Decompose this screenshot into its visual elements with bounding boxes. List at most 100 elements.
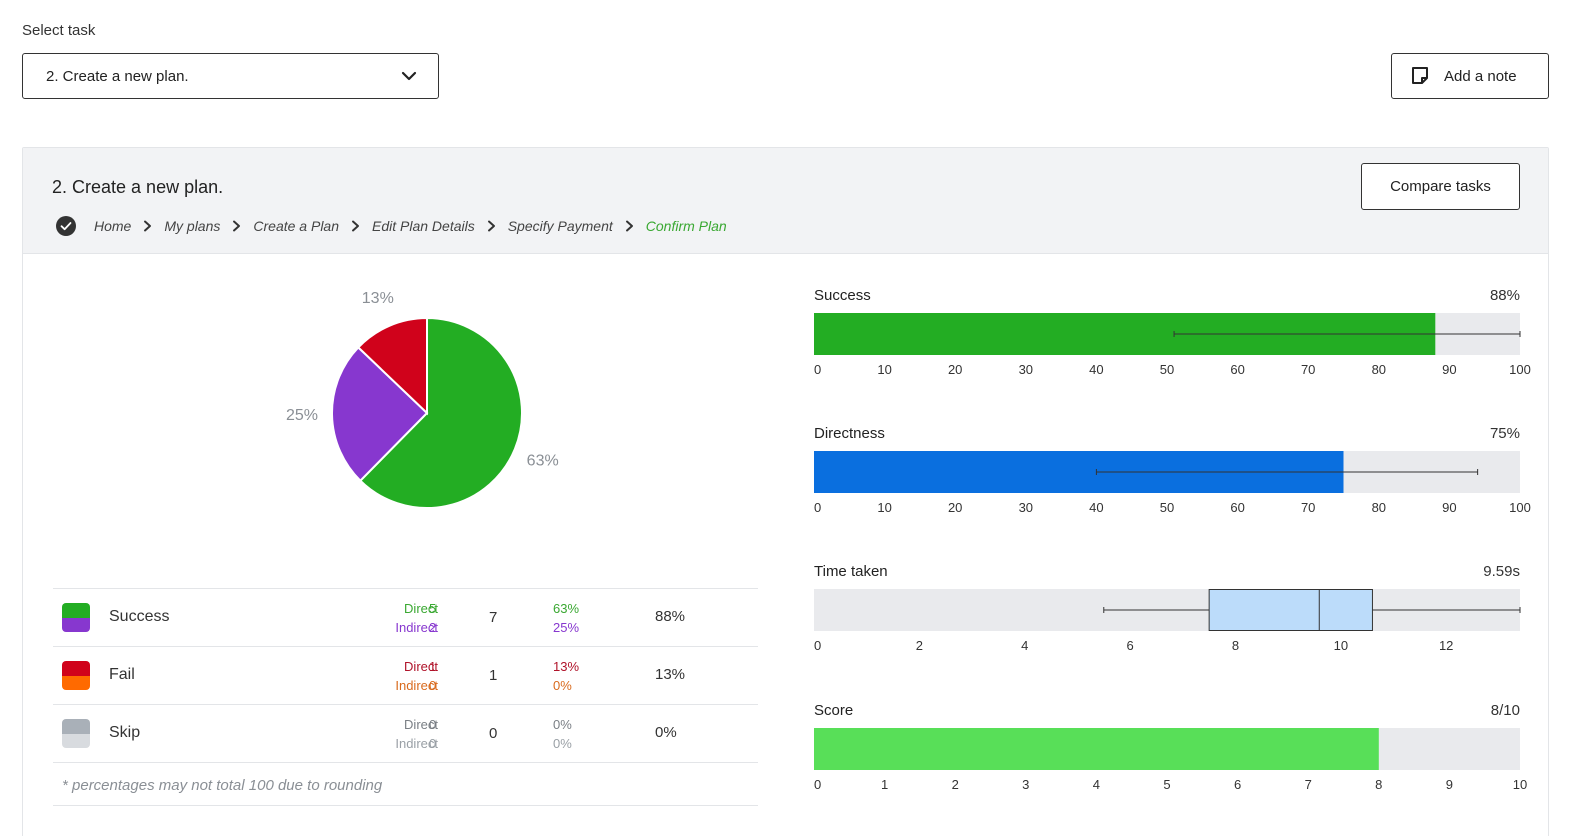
direct-label: Direct bbox=[404, 659, 438, 674]
legend-swatch bbox=[62, 661, 90, 690]
direct-count: 0 bbox=[429, 717, 437, 732]
panel-title: 2. Create a new plan. bbox=[52, 177, 224, 197]
direct-count: 5 bbox=[429, 601, 437, 616]
legend-swatch bbox=[62, 603, 90, 632]
table-row: Skip Direct Indirect 0 0 0 0% 0% 0% bbox=[53, 704, 758, 762]
directness-metric: Directness 75% 0 10 20 30 40 50 60 70 80 90 100 bbox=[814, 425, 1531, 525]
direct-percent: 13% bbox=[553, 659, 580, 674]
indirect-percent: 25% bbox=[553, 620, 580, 635]
breadcrumb-item-edit-plan-details: Edit Plan Details bbox=[372, 218, 475, 234]
metric-chart: 0 10 20 30 40 50 60 70 80 90 100 bbox=[814, 451, 1531, 515]
breadcrumb: Home My plans Create a Plan Edit Plan De… bbox=[56, 215, 727, 237]
axis-tick-label: 12 bbox=[1439, 638, 1453, 653]
axis-tick-label: 70 bbox=[1301, 500, 1315, 515]
note-icon bbox=[1412, 67, 1428, 84]
axis-tick-label: 30 bbox=[1019, 500, 1033, 515]
axis-tick-label: 0 bbox=[814, 777, 821, 792]
select-task-label: Select task bbox=[22, 22, 96, 39]
axis-tick-label: 80 bbox=[1372, 500, 1386, 515]
results-table: Success Direct Indirect 5 2 7 63% 25% 88% Fail Dir… bbox=[53, 588, 758, 806]
breadcrumb-item-home: Home bbox=[94, 218, 132, 234]
results-pie-chart: 63% 25% 13% bbox=[286, 290, 559, 509]
direct-label: Direct bbox=[404, 717, 438, 732]
compare-tasks-button[interactable]: Compare tasks bbox=[1361, 163, 1520, 210]
task-results-panel: 2. Create a new plan. Compare tasks Home… bbox=[22, 147, 1549, 836]
axis-tick-label: 60 bbox=[1230, 362, 1244, 377]
table-row: Fail Direct Indirect 1 0 1 13% 0% 13% bbox=[53, 646, 758, 704]
axis-tick-label: 9 bbox=[1446, 777, 1453, 792]
metric-title: Success bbox=[814, 287, 871, 304]
success-metric: Success 88% 0 10 20 30 40 50 60 70 80 90 100 bbox=[814, 287, 1531, 387]
axis-tick-label: 5 bbox=[1163, 777, 1170, 792]
metric-title: Directness bbox=[814, 425, 885, 442]
metric-value: 75% bbox=[1489, 425, 1520, 442]
axis-tick-label: 40 bbox=[1089, 500, 1103, 515]
axis-tick-label: 20 bbox=[948, 500, 962, 515]
chevron-down-icon bbox=[401, 71, 417, 81]
metric-title: Time taken bbox=[814, 563, 888, 580]
axis-tick-label: 100 bbox=[1509, 362, 1531, 377]
add-note-label: Add a note bbox=[1444, 67, 1517, 85]
axis-tick-label: 3 bbox=[1022, 777, 1029, 792]
row-name: Success bbox=[109, 608, 170, 625]
indirect-label: Indirect bbox=[395, 736, 438, 751]
axis-tick-label: 10 bbox=[1334, 638, 1348, 653]
indirect-percent: 0% bbox=[553, 678, 572, 693]
axis-tick-label: 0 bbox=[814, 362, 821, 377]
axis-tick-label: 80 bbox=[1372, 362, 1386, 377]
breadcrumb-item-specify-payment: Specify Payment bbox=[507, 218, 613, 234]
indirect-percent: 0% bbox=[553, 736, 572, 751]
pie-slice bbox=[356, 316, 428, 416]
row-name: Fail bbox=[109, 666, 135, 683]
total-count: 7 bbox=[489, 609, 498, 626]
axis-tick-label: 2 bbox=[952, 777, 959, 792]
axis-tick-label: 90 bbox=[1442, 500, 1456, 515]
table-row: Success Direct Indirect 5 2 7 63% 25% 88% bbox=[53, 588, 758, 646]
axis-tick-label: 6 bbox=[1126, 638, 1133, 653]
pie-percent-label: 63% bbox=[527, 452, 559, 469]
breadcrumb-item-create-plan: Create a Plan bbox=[253, 218, 339, 234]
pie-percent-label: 25% bbox=[286, 407, 318, 424]
chevron-right-icon bbox=[625, 220, 633, 232]
metric-value: 8/10 bbox=[1490, 702, 1520, 719]
axis-tick-label: 0 bbox=[814, 500, 821, 515]
overall-percent: 13% bbox=[655, 666, 686, 683]
add-note-button[interactable]: Add a note bbox=[1391, 53, 1549, 99]
bar-fill bbox=[814, 728, 1379, 770]
axis-tick-label: 8 bbox=[1375, 777, 1382, 792]
task-select[interactable]: 2. Create a new plan. bbox=[22, 53, 439, 99]
axis-tick-label: 4 bbox=[1093, 777, 1100, 792]
metric-chart: 0 2 4 6 8 10 12 bbox=[814, 589, 1521, 653]
metric-chart: 0 1 2 3 4 5 6 7 8 9 10 bbox=[814, 728, 1527, 792]
axis-tick-label: 10 bbox=[877, 500, 891, 515]
time-taken-metric: Time taken 9.59s 0 2 4 6 8 10 12 bbox=[814, 563, 1521, 663]
total-count: 1 bbox=[489, 667, 498, 684]
total-count: 0 bbox=[489, 725, 498, 742]
indirect-label: Indirect bbox=[395, 678, 438, 693]
axis-tick-label: 0 bbox=[814, 638, 821, 653]
chevron-right-icon bbox=[352, 220, 359, 232]
breadcrumb-item-confirm-plan: Confirm Plan bbox=[645, 218, 727, 234]
axis-tick-label: 60 bbox=[1230, 500, 1244, 515]
indirect-count: 0 bbox=[429, 678, 437, 693]
box bbox=[1208, 589, 1373, 631]
axis-tick-label: 50 bbox=[1160, 362, 1174, 377]
axis-tick-label: 70 bbox=[1301, 362, 1315, 377]
metric-value: 9.59s bbox=[1483, 563, 1520, 580]
direct-label: Direct bbox=[404, 601, 438, 616]
legend-swatch bbox=[62, 719, 90, 748]
axis-tick-label: 40 bbox=[1089, 362, 1103, 377]
axis-tick-label: 50 bbox=[1160, 500, 1174, 515]
indirect-label: Indirect bbox=[395, 620, 438, 635]
chevron-right-icon bbox=[233, 220, 241, 232]
panel-header: 2. Create a new plan. Compare tasks Home… bbox=[23, 148, 1548, 254]
check-circle-icon bbox=[56, 216, 76, 236]
overall-percent: 0% bbox=[655, 724, 677, 741]
axis-tick-label: 8 bbox=[1232, 638, 1239, 653]
metric-chart: 0 10 20 30 40 50 60 70 80 90 100 bbox=[814, 313, 1531, 377]
axis-tick-label: 100 bbox=[1509, 500, 1531, 515]
indirect-count: 2 bbox=[429, 620, 437, 635]
pie-slice bbox=[358, 316, 523, 509]
rounding-footnote: * percentages may not total 100 due to r… bbox=[53, 762, 758, 806]
direct-percent: 0% bbox=[553, 717, 572, 732]
